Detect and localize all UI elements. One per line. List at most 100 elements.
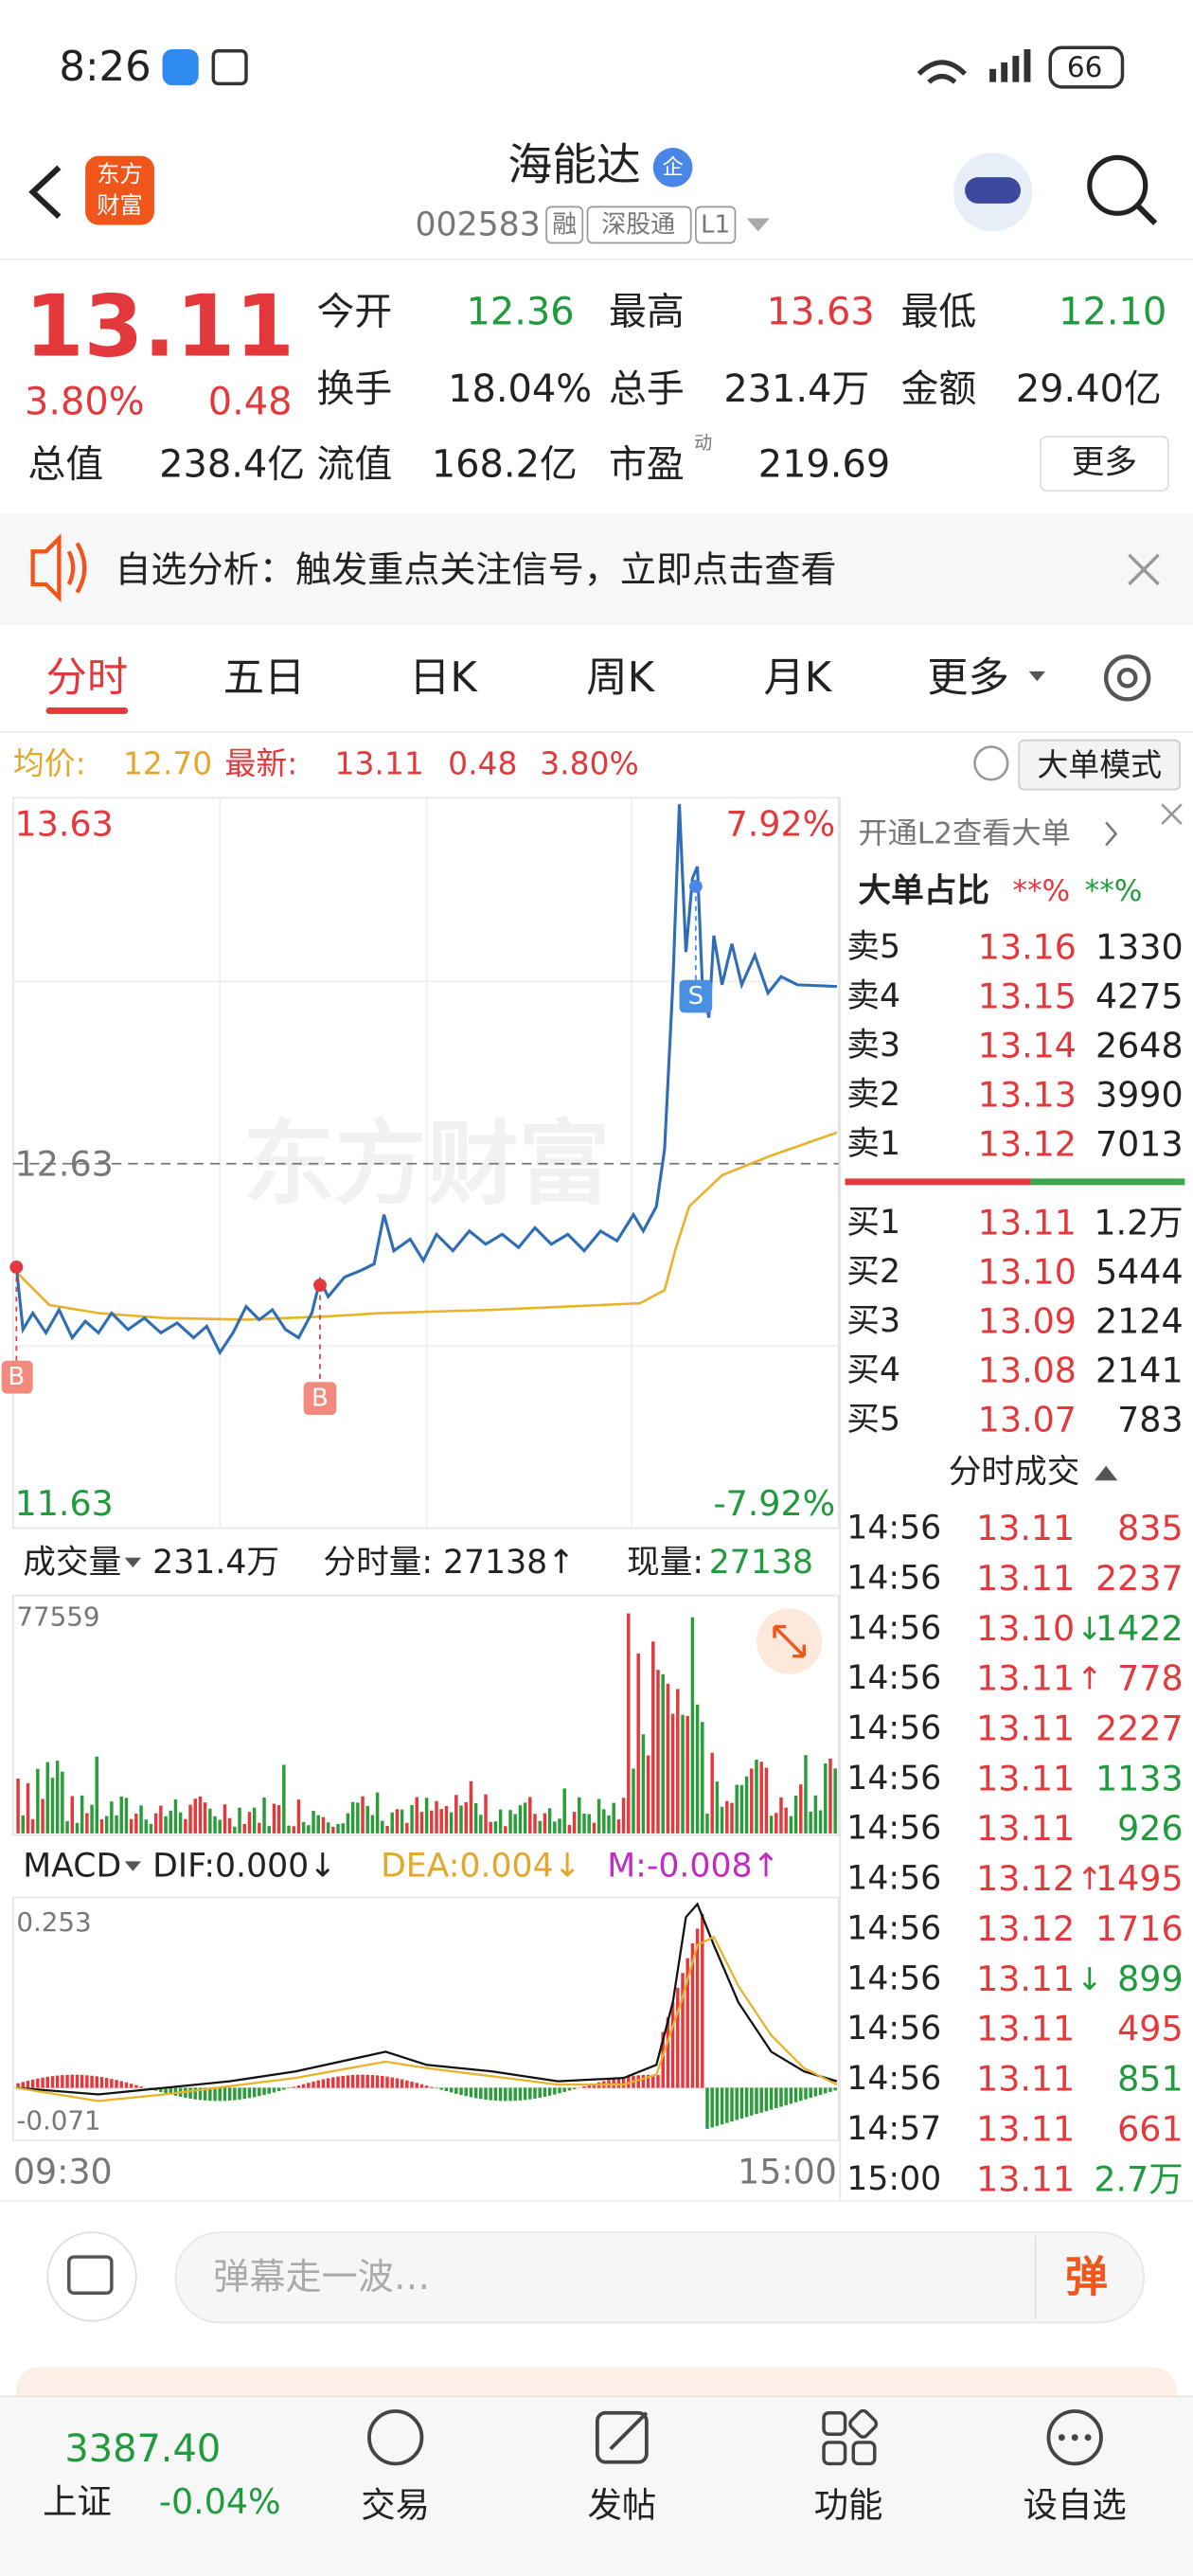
volume-bar-decor [621,1798,626,1834]
volume-bar-decor [828,1758,832,1834]
change-pct: 3.80% [25,381,145,424]
book-price: 13.13 [978,1075,1077,1116]
tab[interactable]: 日K [409,654,478,702]
notice[interactable]: 自选分析：触发重点关注信号，立即点击查看 [115,548,836,590]
volume-bar-decor [326,1822,330,1834]
volume-bar-decor [104,1816,109,1834]
logo-text: 东方 [97,160,143,188]
search-button[interactable] [1087,154,1148,216]
macd-label[interactable]: MACD [23,1848,121,1886]
macd-bar-decor [301,2084,306,2088]
macd-bar-decor [350,2075,355,2088]
volume-bar-decor [572,1812,577,1834]
field-sup: 动 [694,433,712,454]
macd-bar-decor [90,2075,94,2088]
book-label: 买2 [846,1253,900,1291]
volume-label[interactable]: 成交量 [23,1544,121,1582]
big-order-sell: **% [1085,874,1143,908]
macd-bar-decor [739,2087,744,2119]
macd-bar-decor [799,2087,803,2102]
macd-bar-decor [282,2087,286,2090]
trade-time: 15:00 [846,2160,941,2198]
macd-bar-decor [99,2077,104,2088]
volume-bar-decor [578,1797,581,1834]
macd-bar-decor [750,2087,754,2116]
volume-bar-decor [331,1826,335,1834]
macd-bar-decor [804,2087,808,2100]
volume-bar-decor [632,1768,635,1834]
volume-bar-decor [36,1768,40,1834]
macd-bar-decor [676,1987,680,2088]
macd-bar-decor [124,2082,129,2088]
trades-title[interactable]: 分时成交 [949,1454,1080,1492]
macd-bar-decor [276,2087,281,2091]
nav-item[interactable]: 交易 [361,2484,430,2525]
nav-item[interactable]: 功能 [814,2484,883,2525]
book-label: 买3 [846,1302,900,1340]
macd-bar-decor [16,2083,20,2088]
volume-bar-decor [90,1804,94,1834]
book-volume: 3990 [1095,1075,1184,1116]
macd-bar-decor [686,1958,689,2088]
logo[interactable] [85,155,154,225]
macd-bar-decor [321,2079,326,2088]
trade-price: 13.11 [976,1658,1075,1699]
nav-item[interactable]: 发帖 [587,2484,656,2525]
mode-button[interactable] [1018,739,1182,791]
tab[interactable]: 周K [586,654,655,702]
volume-bar-decor [739,1784,744,1834]
tab[interactable]: 月K [763,654,832,702]
book-price: 13.08 [978,1351,1077,1391]
volume-bar-decor [321,1816,326,1834]
danmaku-button[interactable]: 弹 [1065,2251,1108,2301]
macd-bar-decor [80,2074,84,2088]
settings-button[interactable] [1103,654,1151,702]
volume-bar-decor [267,1826,271,1834]
trade-volume: 899 [1117,1959,1183,1999]
back-button[interactable] [28,165,62,219]
volume-bar-decor [612,1802,615,1834]
volume-bar-decor [336,1823,340,1834]
tab[interactable]: 分时 [46,654,129,702]
trade-time: 14:56 [846,1860,941,1898]
trade-time: 14:56 [846,1609,941,1647]
trade-volume: 778 [1117,1658,1183,1699]
macd-bar-decor [498,2087,503,2102]
trade-time: 14:56 [846,2060,941,2098]
volume-bar-decor [95,1756,98,1834]
more-button[interactable] [1039,436,1169,492]
macd-bar-decor [30,2079,35,2088]
current-volume: 27138 [709,1544,813,1582]
macd-bar-decor [744,2087,749,2118]
macd-bar-decor [164,2087,168,2094]
volume-total: 231.4万 [152,1544,279,1582]
danmaku-settings[interactable] [46,2231,137,2322]
macd-bar-decor [504,2087,507,2102]
field-value: 13.63 [767,290,875,333]
tab[interactable]: 更多 [927,654,1009,702]
volume-bar-decor [755,1759,758,1834]
volume-bar-decor [45,1762,49,1834]
macd-bar-decor [258,2087,261,2097]
tab[interactable]: 五日 [223,654,306,702]
macd-bar-decor [227,2087,232,2101]
buy-marker: B [8,1363,25,1391]
book-price: 13.07 [978,1400,1077,1440]
field-value: 12.36 [466,290,574,333]
macd-bar-decor [528,2087,532,2100]
volume-bar-decor [65,1820,69,1834]
comment-input[interactable] [174,2231,1145,2324]
macd-bar-decor [208,2087,212,2102]
book-price: 13.09 [978,1301,1077,1342]
nav-item[interactable]: 设自选 [1024,2484,1127,2525]
macd-max: 0.253 [16,1906,91,1938]
macd-bar-decor [809,2087,812,2099]
macd-bar-decor [41,2077,45,2088]
index-value[interactable]: 3387.40 [64,2427,221,2471]
macd-bar-decor [110,2079,114,2088]
volume-bar-decor [223,1804,227,1834]
volume-bar-decor [361,1796,365,1834]
l2-promo[interactable]: 开通L2查看大单 [858,816,1070,850]
trade-price: 13.10 [976,1608,1075,1649]
volume-bar-decor [636,1653,640,1834]
